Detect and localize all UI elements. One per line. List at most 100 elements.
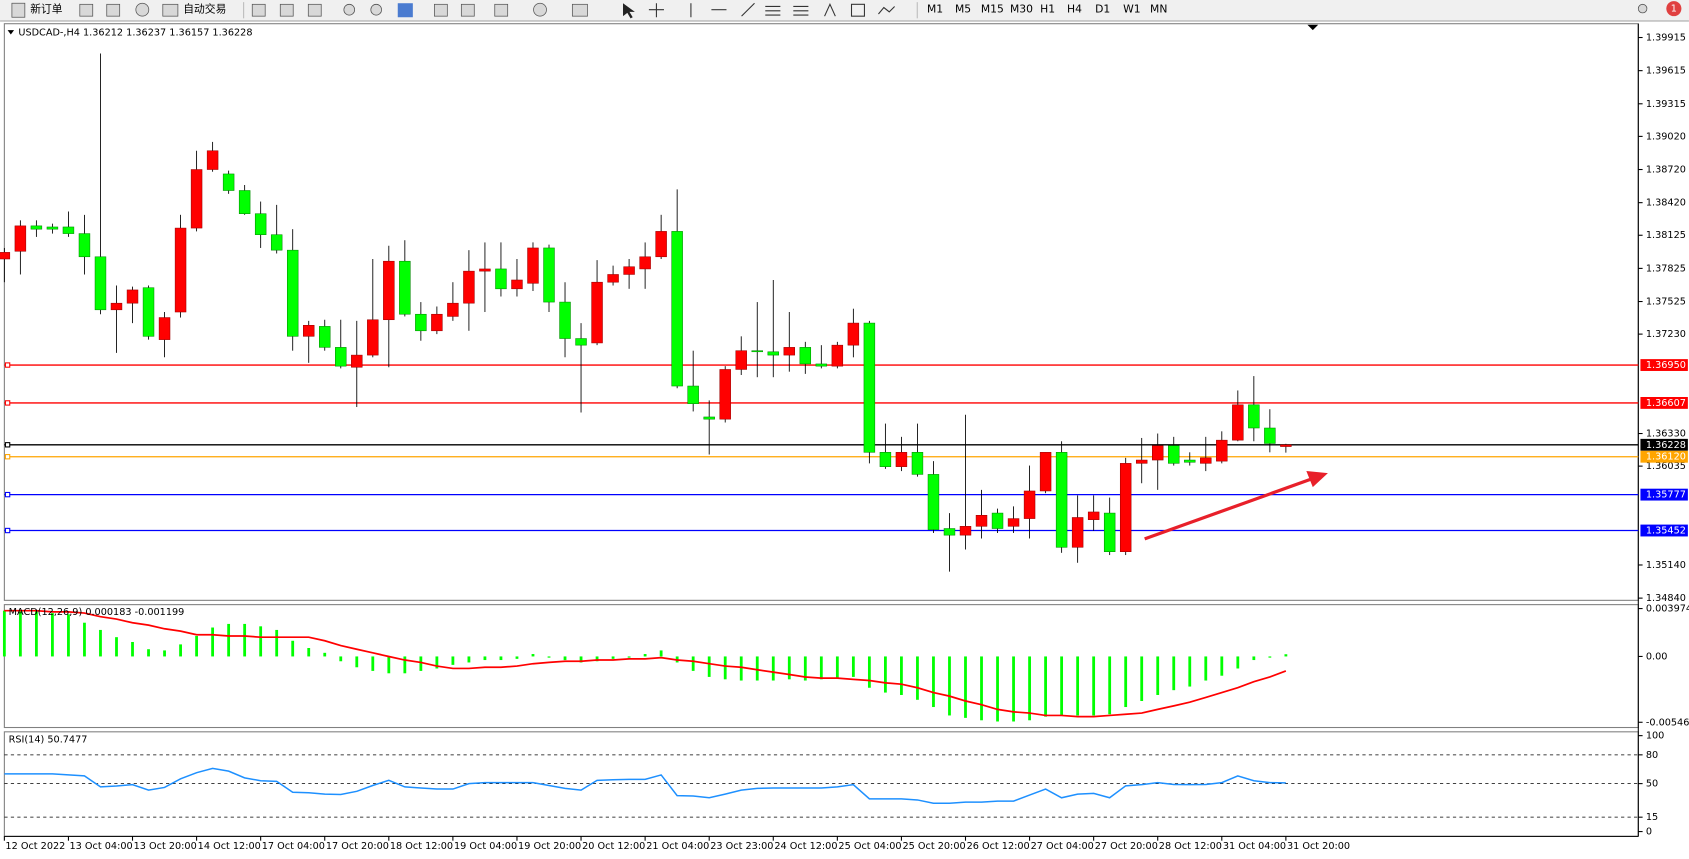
- macd-bar: [659, 650, 663, 657]
- macd-bar: [643, 654, 647, 657]
- y-tick-label: 0.00: [1646, 651, 1668, 662]
- timeframe-button[interactable]: H1: [1040, 3, 1055, 16]
- candle-body: [783, 347, 796, 356]
- price-level-tag: [1640, 438, 1688, 451]
- macd-bar: [948, 656, 951, 716]
- candle-body: [1135, 459, 1148, 464]
- periods-button[interactable]: [533, 2, 547, 17]
- candle-body: [831, 344, 844, 367]
- macd-bar: [163, 650, 166, 657]
- candle-body: [1280, 444, 1292, 447]
- icon-button[interactable]: [460, 3, 475, 17]
- y-tick-label: 15: [1646, 812, 1658, 823]
- timeframe-button[interactable]: M30: [1010, 3, 1033, 16]
- candle-body: [110, 302, 123, 311]
- timeframe-button[interactable]: M15: [981, 3, 1004, 16]
- price-level-tag: [1640, 488, 1688, 501]
- candle-body: [799, 347, 812, 365]
- x-tick-label: 25 Oct 04:00: [838, 841, 901, 852]
- candle-body: [767, 351, 779, 356]
- trend-arrow: [1144, 470, 1328, 541]
- icon-button[interactable]: [251, 3, 266, 17]
- symbol-menu[interactable]: [7, 30, 15, 35]
- icon-button[interactable]: [79, 3, 94, 17]
- macd-bar: [755, 656, 759, 681]
- candle-body: [527, 247, 539, 284]
- timeframe-button[interactable]: H4: [1067, 3, 1082, 16]
- timeframe-button[interactable]: M1: [927, 3, 943, 16]
- timeframe-button[interactable]: W1: [1123, 3, 1141, 16]
- x-tick-label: 27 Oct 04:00: [1031, 841, 1094, 852]
- new-order-button[interactable]: 新订单: [30, 3, 63, 16]
- icon-button[interactable]: [307, 3, 322, 17]
- macd-bar: [259, 626, 263, 657]
- macd-bar: [900, 656, 903, 695]
- timeframe-button[interactable]: M5: [955, 3, 971, 16]
- macd-bar: [563, 656, 567, 661]
- label-tool[interactable]: [850, 3, 865, 17]
- candle-body: [639, 256, 651, 270]
- icon-button[interactable]: [279, 3, 294, 17]
- candle-body: [30, 225, 43, 230]
- auto-trading-button[interactable]: 自动交易: [183, 3, 226, 16]
- candle-body: [206, 150, 219, 170]
- macd-bar: [1044, 656, 1047, 717]
- search-button[interactable]: [1637, 3, 1648, 14]
- y-tick-label: 1.39020: [1646, 131, 1686, 142]
- macd-bar: [387, 656, 391, 674]
- candle-body: [623, 266, 635, 275]
- macd-bar: [67, 614, 70, 657]
- icon-button[interactable]: [135, 2, 150, 17]
- candle-body: [655, 231, 667, 258]
- fibo-tool[interactable]: [793, 5, 809, 16]
- candle-body: [879, 452, 892, 467]
- macd-bar: [131, 641, 134, 657]
- candle-body: [847, 322, 860, 346]
- channel-tool[interactable]: [765, 5, 781, 16]
- notification-badge[interactable]: [1666, 1, 1682, 17]
- macd-bar: [275, 629, 279, 657]
- zoom-in[interactable]: [343, 3, 356, 16]
- candle-body: [1055, 452, 1068, 548]
- macd-bar: [307, 648, 311, 657]
- macd-bar: [99, 629, 102, 657]
- new-order-icon[interactable]: [11, 2, 26, 18]
- icon-button[interactable]: [106, 3, 121, 17]
- candle-body: [1152, 445, 1164, 461]
- candle-body: [1216, 439, 1228, 462]
- macd-bar: [803, 656, 807, 681]
- candle-body: [559, 301, 571, 339]
- tile-windows[interactable]: [397, 3, 413, 18]
- cursor-tool[interactable]: [623, 3, 635, 19]
- icon-button[interactable]: [434, 3, 448, 17]
- price-level-handle: [4, 400, 11, 406]
- arrows-tool[interactable]: [878, 6, 895, 15]
- macd-bar: [147, 649, 150, 657]
- candle-body: [142, 287, 155, 337]
- macd-bar: [964, 656, 967, 718]
- auto-trading-icon[interactable]: [162, 3, 179, 17]
- macd-bar: [179, 644, 182, 657]
- crosshair-tool[interactable]: [648, 3, 664, 18]
- arrow-head: [1306, 470, 1328, 488]
- templates-button[interactable]: [571, 3, 588, 17]
- timeframe-button[interactable]: MN: [1150, 3, 1167, 16]
- indicators-button[interactable]: [494, 3, 509, 17]
- trendline-tool[interactable]: [741, 2, 755, 17]
- timeframe-button[interactable]: D1: [1095, 3, 1110, 16]
- chart-shift-marker[interactable]: [1307, 24, 1319, 31]
- candle-body: [319, 326, 331, 348]
- candle-body: [1248, 404, 1260, 429]
- macd-bar: [1108, 656, 1112, 715]
- macd-bar: [771, 656, 775, 681]
- macd-bar: [467, 656, 471, 663]
- zoom-out[interactable]: [370, 3, 382, 16]
- text-tool[interactable]: [824, 3, 836, 17]
- macd-bar: [595, 656, 599, 662]
- macd-bar: [83, 622, 86, 657]
- price-level-handle: [4, 454, 11, 460]
- rsi-title: RSI(14) 50.7477: [9, 734, 88, 745]
- x-tick-label: 13 Oct 20:00: [134, 841, 197, 852]
- price-level-label: 1.36120: [1646, 452, 1686, 463]
